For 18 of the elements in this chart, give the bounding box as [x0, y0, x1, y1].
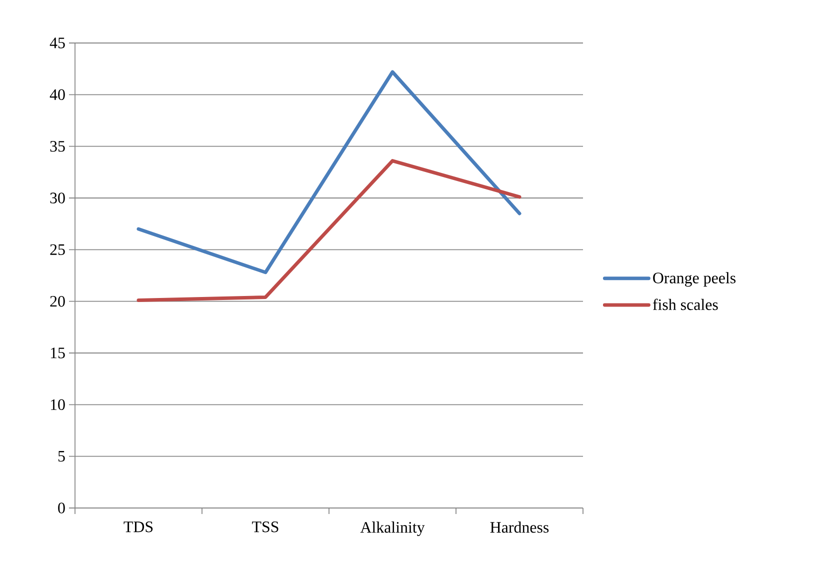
y-tick-label: 5 [58, 451, 65, 462]
line-series [136, 159, 522, 302]
y-tick-label: 20 [50, 296, 65, 307]
y-tick-label: 25 [50, 244, 65, 256]
y-tick-label: 35 [50, 140, 65, 152]
y-tick-label: 10 [50, 399, 65, 410]
y-tick-label: 30 [50, 192, 65, 204]
y-tick-label: 0 [58, 502, 65, 514]
legend-label: fish scales [652, 298, 718, 310]
legend-label: Orange peels [653, 272, 736, 287]
y-tick-label: 45 [50, 38, 65, 48]
y-tick-label: 15 [50, 348, 65, 358]
x-tick-label: TDS [124, 522, 153, 532]
x-tick-label: TSS [252, 522, 278, 532]
line-series [136, 70, 522, 274]
y-tick-label: 40 [50, 89, 65, 100]
x-tick-label: Alkalinity [360, 522, 425, 536]
x-tick-label: Hardness [490, 522, 549, 533]
